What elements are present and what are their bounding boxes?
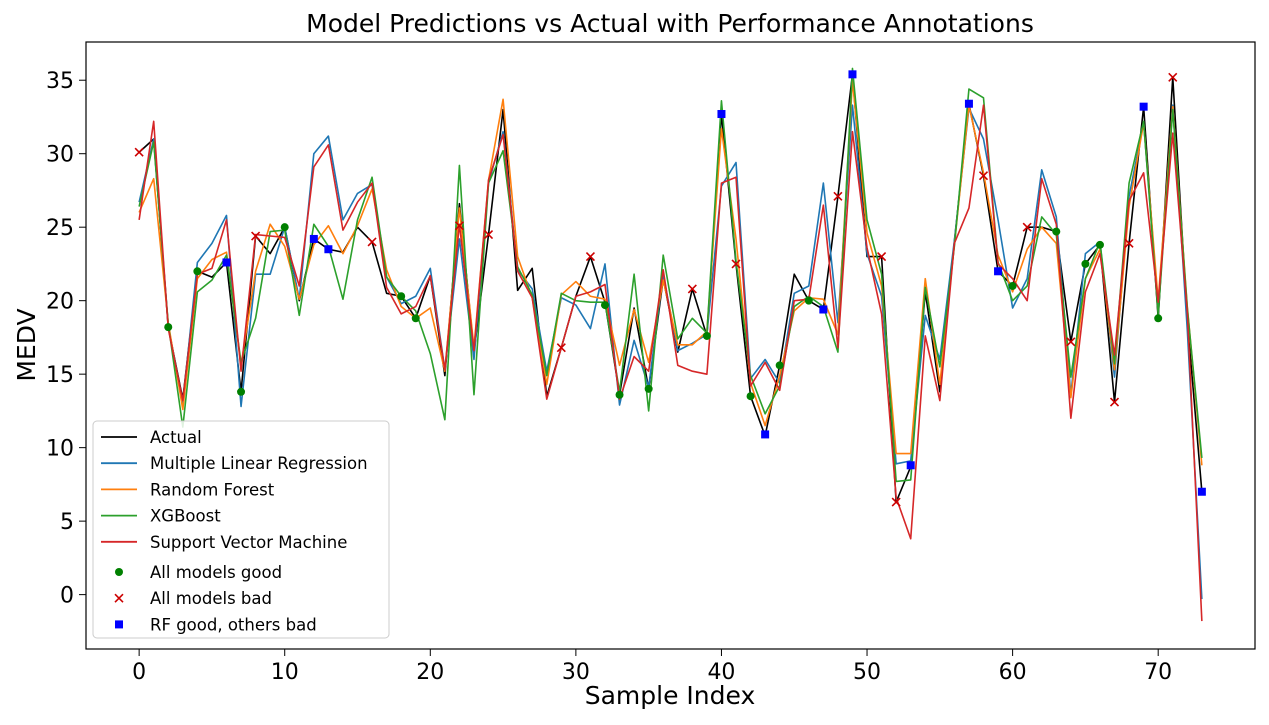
chart-title: Model Predictions vs Actual with Perform… xyxy=(306,9,1034,38)
marker-x-1 xyxy=(454,221,464,231)
legend-frame xyxy=(92,420,390,639)
marker-square-2 xyxy=(717,110,726,119)
legend-label: Multiple Linear Regression xyxy=(150,454,368,473)
marker-circle-0 xyxy=(237,387,246,396)
x-tick-label: 50 xyxy=(853,660,881,685)
marker-circle-0 xyxy=(411,314,420,323)
marker-x-1 xyxy=(833,191,843,201)
marker-x-1 xyxy=(1022,222,1032,232)
marker-square-2 xyxy=(761,430,770,439)
x-tick-label: 20 xyxy=(416,660,444,685)
marker-circle-0 xyxy=(1095,240,1104,249)
x-tick-label: 30 xyxy=(562,660,590,685)
marker-x-1 xyxy=(134,147,144,157)
legend-swatch-marker xyxy=(114,593,124,603)
marker-square-2 xyxy=(964,99,973,108)
marker-square-2 xyxy=(994,267,1003,276)
marker-x-1 xyxy=(367,237,377,247)
marker-x-1 xyxy=(1124,238,1134,248)
marker-x-1 xyxy=(1168,72,1178,82)
marker-x-1 xyxy=(1066,337,1076,347)
legend-label: XGBoost xyxy=(150,507,221,526)
marker-square-2 xyxy=(848,70,857,79)
marker-circle-0 xyxy=(397,292,406,301)
x-tick-label: 40 xyxy=(707,660,735,685)
marker-circle-0 xyxy=(193,267,202,276)
legend: Actual Multiple Linear Regression Random F… xyxy=(92,420,390,639)
marker-x-1 xyxy=(978,171,989,181)
marker-circle-0 xyxy=(280,223,289,232)
x-tick-label: 60 xyxy=(999,660,1027,685)
marker-square-2 xyxy=(1197,487,1206,496)
series-layer xyxy=(138,67,1203,622)
marker-square-2 xyxy=(309,234,318,243)
marker-square-2 xyxy=(906,461,915,470)
y-tick-label: 35 xyxy=(46,69,74,94)
annotation-markers xyxy=(134,70,1206,507)
x-axis-label: Sample Index xyxy=(585,681,756,710)
marker-circle-0 xyxy=(804,296,813,305)
y-axis: 0 5 10 15 20 25 30 35 xyxy=(46,69,86,609)
x-axis: 0 10 20 30 40 50 60 70 xyxy=(132,649,1172,685)
y-tick-label: 0 xyxy=(60,584,74,609)
x-tick-label: 10 xyxy=(271,660,299,685)
plot-area xyxy=(85,41,1256,650)
x-tick-label: 0 xyxy=(132,660,146,685)
marker-square-2 xyxy=(819,305,828,314)
marker-circle-0 xyxy=(1008,281,1017,290)
marker-x-1 xyxy=(483,229,494,240)
marker-circle-0 xyxy=(644,384,653,393)
legend-label: Actual xyxy=(150,428,202,447)
marker-circle-0 xyxy=(1052,227,1061,236)
marker-circle-0 xyxy=(1081,259,1090,268)
legend-label: Support Vector Machine xyxy=(150,533,347,552)
marker-x-1 xyxy=(1109,397,1120,407)
marker-circle-0 xyxy=(1154,314,1163,323)
y-tick-label: 5 xyxy=(60,510,74,535)
legend-label: All models good xyxy=(150,563,282,582)
marker-x-1 xyxy=(731,259,741,269)
marker-square-2 xyxy=(222,258,231,267)
marker-circle-0 xyxy=(702,331,711,340)
legend-label: All models bad xyxy=(150,589,272,608)
marker-square-2 xyxy=(1139,102,1148,111)
y-axis-label: MEDV xyxy=(12,308,41,381)
marker-circle-0 xyxy=(775,361,784,370)
y-tick-label: 10 xyxy=(46,437,74,462)
marker-circle-0 xyxy=(615,390,624,399)
y-tick-label: 30 xyxy=(46,143,74,168)
marker-circle-0 xyxy=(164,323,173,332)
legend-label: Random Forest xyxy=(150,480,275,499)
legend-label: RF good, others bad xyxy=(150,615,317,634)
y-tick-label: 15 xyxy=(46,363,74,388)
y-tick-label: 20 xyxy=(46,290,74,315)
legend-swatch-marker xyxy=(115,620,123,629)
marker-x-1 xyxy=(687,284,697,294)
marker-x-1 xyxy=(877,252,887,262)
marker-x-1 xyxy=(585,252,595,262)
series-line-3 xyxy=(138,67,1203,483)
legend-swatch-marker xyxy=(115,568,123,576)
marker-x-1 xyxy=(251,231,261,241)
marker-circle-0 xyxy=(600,301,609,310)
x-tick-label: 70 xyxy=(1144,660,1172,685)
marker-circle-0 xyxy=(746,392,755,401)
marker-x-1 xyxy=(891,497,901,507)
series-line-2 xyxy=(138,79,1203,466)
y-tick-label: 25 xyxy=(46,216,74,241)
marker-x-1 xyxy=(556,343,566,353)
marker-square-2 xyxy=(324,245,333,254)
series-line-4 xyxy=(138,104,1203,622)
